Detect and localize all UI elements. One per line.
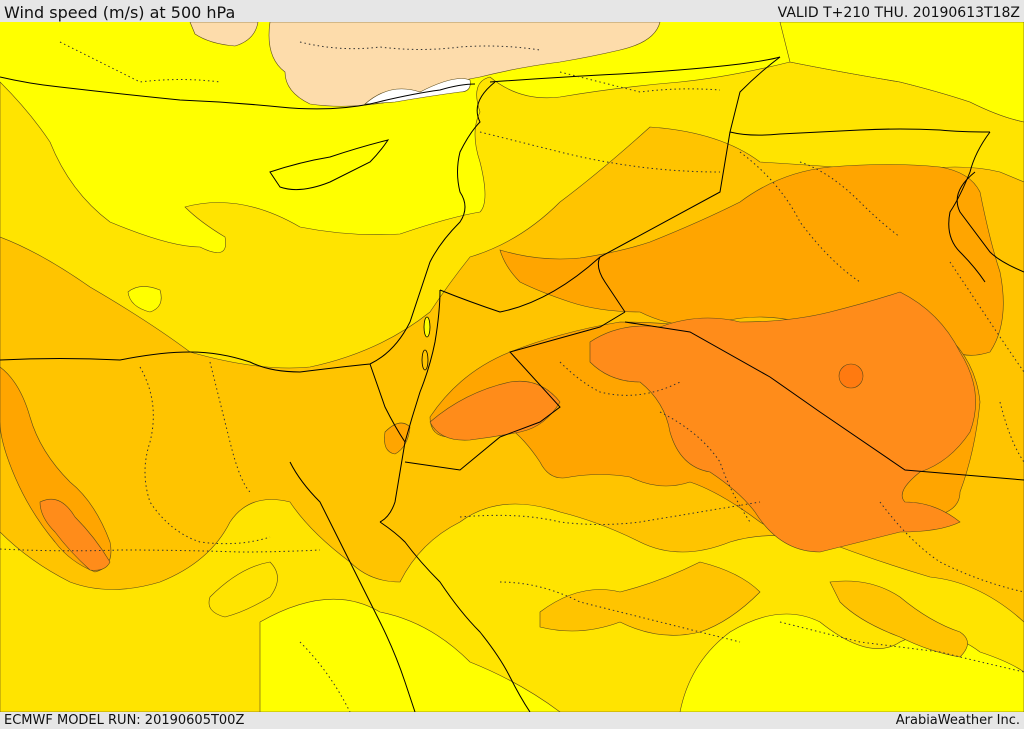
coastline-levant-egypt [0,81,496,373]
wind-band-low-bubble-1 [127,286,162,313]
border-jordan-israel [404,289,441,443]
wind-band-2-east-arm [829,580,968,658]
wind-band-4-core [589,291,976,553]
internal-border-saudi-1 [459,501,761,525]
border-iraq-north [729,56,991,136]
border-iran-iraq [948,131,991,283]
border-jordan-saudi [404,311,626,471]
coastline-turkey-south [0,76,476,110]
internal-border-yemen [779,621,1024,673]
internal-border-turkey-2 [299,41,541,51]
wind-band-2-southeast [539,561,761,636]
credit: ArabiaWeather Inc. [895,713,1020,728]
map-title: Wind speed (m/s) at 500 hPa [4,3,236,22]
calm-zone-northwest [189,22,259,47]
coastline-red-sea-west [289,461,416,712]
model-run: ECMWF MODEL RUN: 20190605T00Z [4,713,245,728]
wind-band-low-south [259,598,561,712]
internal-border-turkey-3 [559,71,721,93]
coastline-gulf-aqaba [379,441,406,523]
coastline-gulf-north [956,171,1024,273]
border-syria-turkey [489,56,781,83]
border-syria-iraq [597,131,731,313]
wind-band-3-bubble [384,422,411,455]
coastline-red-sea-east [379,521,531,712]
wind-band-4-tail [39,498,111,571]
calm-zone-black-sea [364,78,471,105]
internal-border-egypt-2 [209,361,251,493]
internal-border-sudan [299,641,351,712]
wind-band-1-patch [208,561,278,618]
internal-borders [0,41,1024,712]
lake-tiberias [421,349,429,371]
border-iraq-saudi [624,321,1024,481]
internal-border-east [999,401,1024,463]
internal-border-saudi-2 [559,361,681,396]
cyprus-island [269,139,390,191]
footer-bar [0,712,1024,729]
wind-band-5-spot [838,363,864,389]
internal-border-iran [949,261,1024,373]
internal-border-se-1 [879,501,1024,593]
header-bar [0,0,1024,22]
wind-band-4-west [429,380,561,441]
border-egypt-israel [369,363,406,443]
internal-border-iraq-2 [799,161,901,238]
border-jordan-syria [439,256,601,313]
internal-border-turkey-1 [59,41,221,83]
dead-sea [423,316,431,338]
valid-time: VALID T+210 THU. 20190613T18Z [777,5,1020,21]
wind-band-low-northeast [779,22,1024,123]
wind-speed-map [0,22,1024,712]
